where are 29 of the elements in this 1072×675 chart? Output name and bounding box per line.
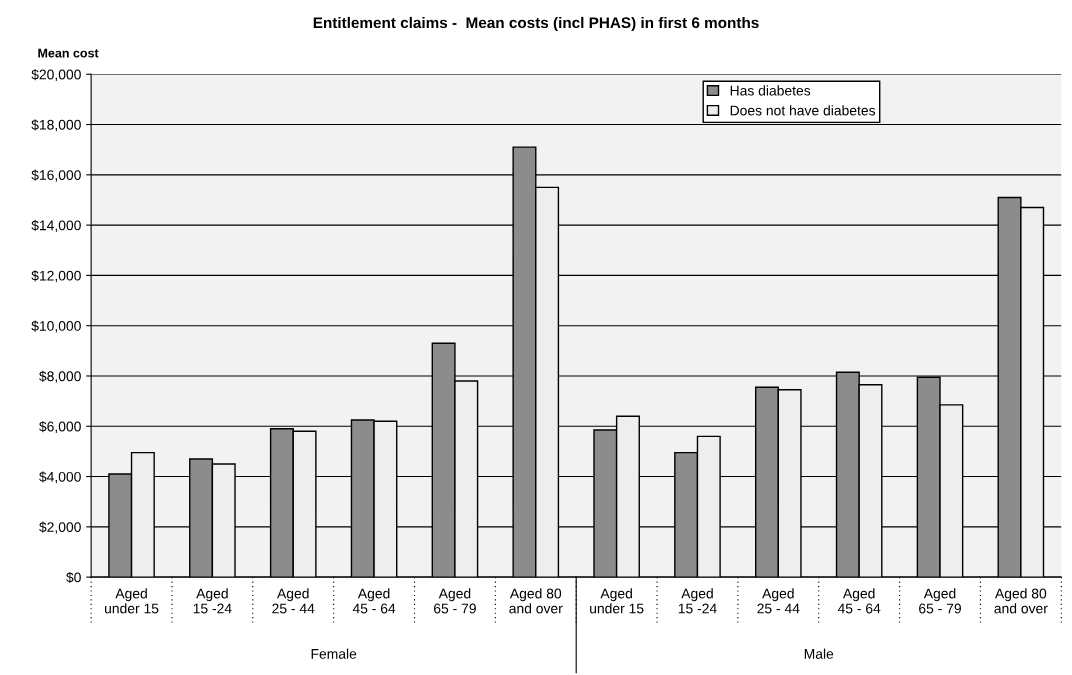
- y-tick-label: $20,000: [31, 69, 81, 82]
- x-tick-label: Aged 25 - 44: [757, 588, 800, 614]
- y-tick-label: $8,000: [39, 370, 81, 383]
- y-tick-label: $4,000: [39, 471, 81, 484]
- y-tick-label: $6,000: [39, 421, 81, 434]
- chart-title: Entitlement claims - Mean costs (incl PHAS) in first 6 months: [313, 16, 759, 32]
- y-tick-label: $0: [66, 571, 81, 584]
- legend-label: Has diabetes: [730, 85, 811, 96]
- x-tick-label: Aged 15 -24: [678, 588, 717, 614]
- y-tick-label: $12,000: [31, 270, 81, 283]
- x-tick-label: Aged under 15: [590, 588, 644, 614]
- x-tick-label: Aged 65 - 79: [919, 588, 961, 614]
- x-tick-label: Aged 65 - 79: [434, 588, 476, 614]
- y-tick-label: $18,000: [31, 119, 81, 132]
- legend-label: Does not have diabetes: [730, 105, 876, 116]
- x-tick-label: Aged 80 and over: [509, 588, 563, 614]
- y-tick-label: $14,000: [31, 219, 81, 232]
- x-tick-label: Aged 25 - 44: [272, 588, 315, 614]
- y-axis-title: Mean cost: [38, 48, 99, 58]
- x-tick-label: Aged under 15: [105, 588, 159, 614]
- x-tick-label: Aged 45 - 64: [352, 588, 396, 614]
- x-tick-label: Aged 15 -24: [193, 588, 232, 614]
- x-tick-label: Aged 80 and over: [994, 588, 1048, 614]
- text: Male: [804, 648, 834, 659]
- text: Female: [311, 648, 357, 659]
- y-tick-label: $2,000: [39, 521, 81, 534]
- y-tick-label: $10,000: [31, 320, 81, 333]
- x-tick-label: Aged 45 - 64: [837, 588, 881, 614]
- y-tick-label: $16,000: [31, 169, 81, 182]
